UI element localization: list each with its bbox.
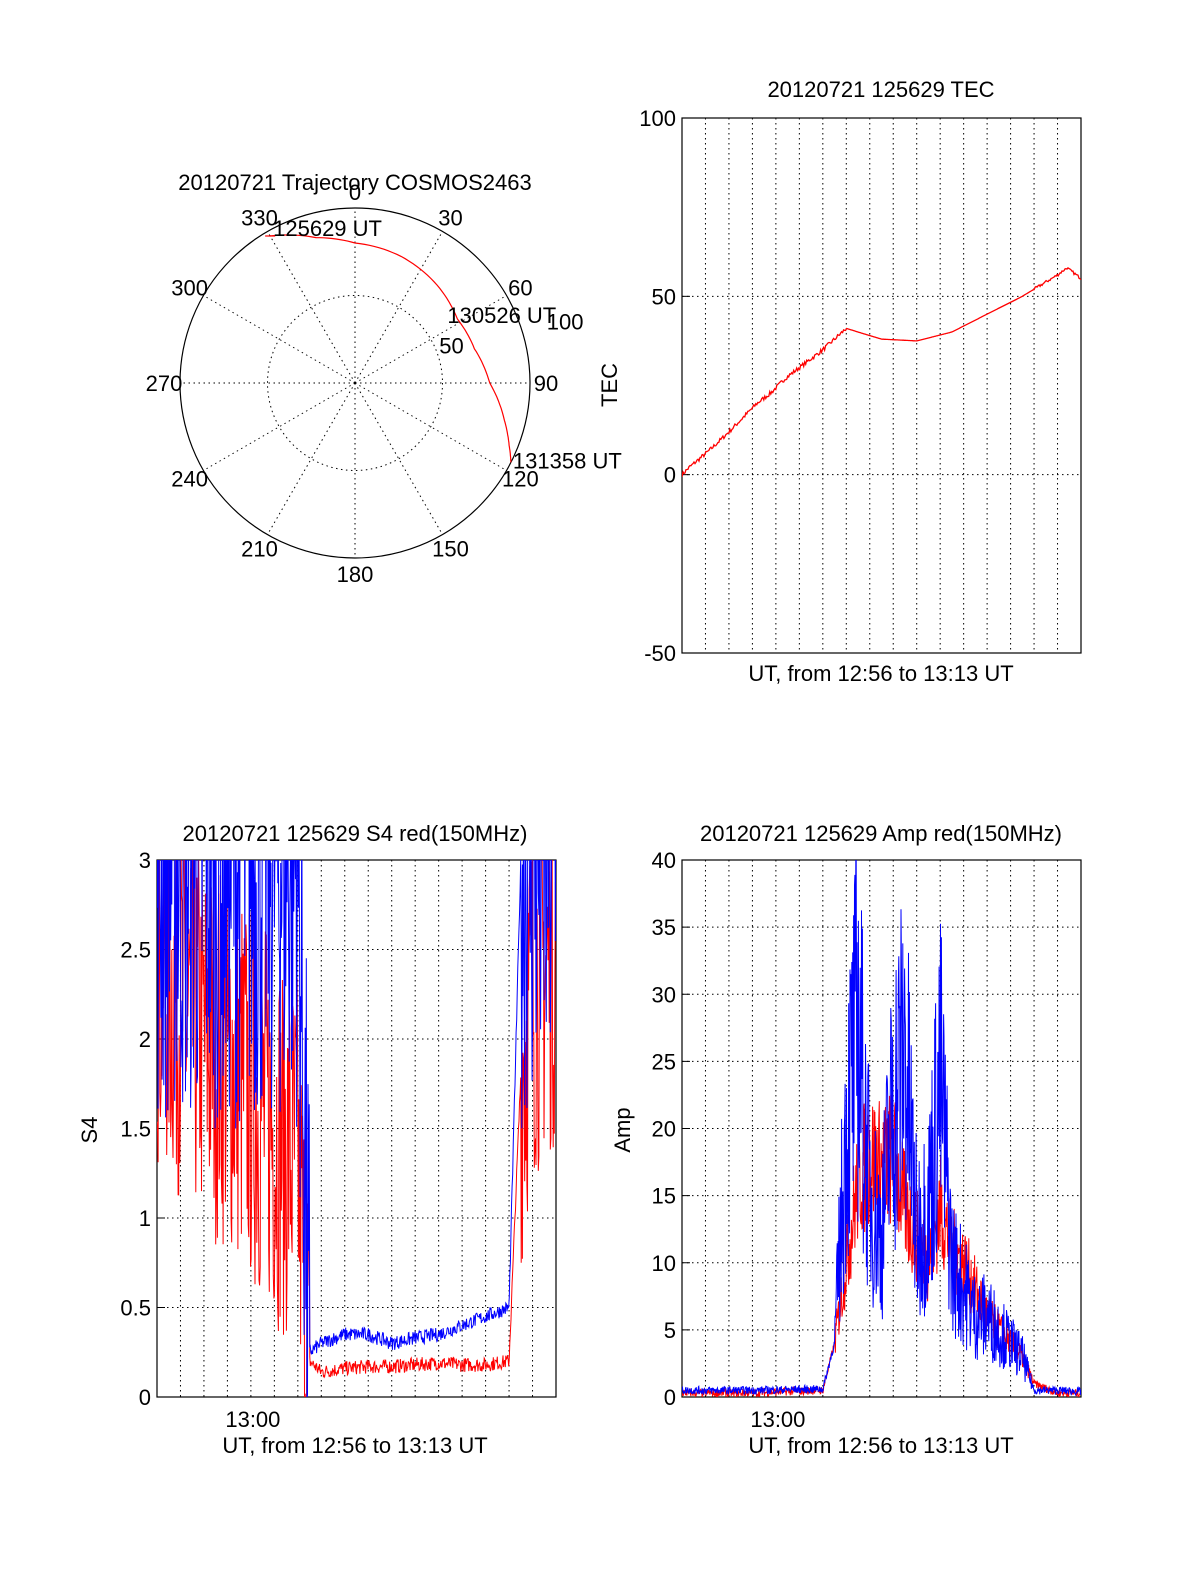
- y-tick-label: -50: [644, 641, 676, 666]
- s4-title: 20120721 125629 S4 red(150MHz): [183, 821, 528, 846]
- tec-panel: 20120721 125629 TEC UT, from 12:56 to 13…: [597, 77, 1082, 686]
- plot-frame: [681, 117, 1082, 654]
- polar-angle-label: 90: [534, 371, 558, 396]
- s4-xlabel: UT, from 12:56 to 13:13 UT: [222, 1433, 487, 1458]
- amp-ylabel: Amp: [610, 1107, 635, 1152]
- tec-title: 20120721 125629 TEC: [767, 77, 994, 102]
- polar-radial-label: 50: [439, 333, 463, 358]
- polar-angle-label: 270: [146, 371, 183, 396]
- polar-spoke: [203, 382, 356, 471]
- polar-spoke: [354, 295, 507, 384]
- polar-angle-label: 180: [337, 562, 374, 587]
- polar-time-annotation: 125629 UT: [273, 216, 382, 241]
- series-group: [682, 860, 1081, 1397]
- series-line: [682, 267, 1081, 477]
- y-tick-label: 5: [664, 1318, 676, 1343]
- polar-spoke: [203, 295, 356, 384]
- y-tick-label: 0: [664, 463, 676, 488]
- polar-spoke: [267, 382, 356, 535]
- tec-xlabel: UT, from 12:56 to 13:13 UT: [748, 661, 1013, 686]
- polar-angle-label: 30: [438, 206, 462, 231]
- polar-spoke: [267, 231, 356, 384]
- polar-angle-label: 120: [502, 467, 539, 492]
- polar-spoke: [354, 231, 443, 384]
- y-tick-label: 0: [664, 1385, 676, 1410]
- y-tick-label: 25: [652, 1049, 676, 1074]
- y-tick-label: 50: [652, 284, 676, 309]
- x-tick-label: 13:00: [225, 1407, 280, 1432]
- polar-angle-label: 210: [241, 536, 278, 561]
- polar-time-annotation: 131358 UT: [513, 448, 622, 473]
- polar-angle-label: 150: [432, 536, 469, 561]
- series-line: [157, 860, 556, 1397]
- y-tick-label: 35: [652, 915, 676, 940]
- polar-trajectory-line: [270, 234, 512, 463]
- y-tick-label: 0: [139, 1385, 151, 1410]
- amp-title: 20120721 125629 Amp red(150MHz): [700, 821, 1062, 846]
- polar-ring: [267, 295, 443, 471]
- y-tick-label: 3: [139, 848, 151, 873]
- y-tick-label: 15: [652, 1184, 676, 1209]
- plot-frame: [681, 859, 1082, 1398]
- polar-outer-circle: [179, 207, 531, 559]
- polar-angle-label: 330: [241, 206, 278, 231]
- s4-ylabel: S4: [77, 1117, 102, 1144]
- amp-panel: 20120721 125629 Amp red(150MHz) UT, from…: [610, 821, 1082, 1458]
- amp-xlabel: UT, from 12:56 to 13:13 UT: [748, 1433, 1013, 1458]
- y-tick-label: 30: [652, 982, 676, 1007]
- y-tick-label: 1: [139, 1206, 151, 1231]
- polar-radial-label: 100: [547, 310, 584, 335]
- polar-angle-label: 60: [508, 276, 532, 301]
- polar-angle-label: 0: [349, 180, 361, 205]
- y-tick-label: 0.5: [120, 1296, 151, 1321]
- y-tick-label: 100: [639, 106, 676, 131]
- y-tick-label: 2.5: [120, 938, 151, 963]
- y-tick-label: 20: [652, 1117, 676, 1142]
- y-tick-label: 40: [652, 848, 676, 873]
- polar-time-annotation: 130526 UT: [447, 303, 556, 328]
- polar-angle-label: 300: [171, 276, 208, 301]
- x-tick-label: 13:00: [750, 1407, 805, 1432]
- s4-panel: 20120721 125629 S4 red(150MHz) UT, from …: [77, 821, 557, 1458]
- y-tick-label: 10: [652, 1251, 676, 1276]
- polar-spoke: [354, 382, 443, 535]
- series-line: [157, 860, 556, 1397]
- y-tick-label: 1.5: [120, 1117, 151, 1142]
- polar-trajectory-panel: 20120721 Trajectory COSMOS2463 0 30 60 90 12…: [146, 170, 622, 587]
- tec-ylabel: TEC: [597, 363, 622, 407]
- polar-angle-label: 240: [171, 467, 208, 492]
- polar-title: 20120721 Trajectory COSMOS2463: [178, 170, 531, 195]
- polar-spoke: [354, 382, 507, 471]
- series-group: [682, 267, 1081, 477]
- y-tick-label: 2: [139, 1027, 151, 1052]
- series-line: [682, 860, 1081, 1397]
- series-group: [157, 860, 556, 1397]
